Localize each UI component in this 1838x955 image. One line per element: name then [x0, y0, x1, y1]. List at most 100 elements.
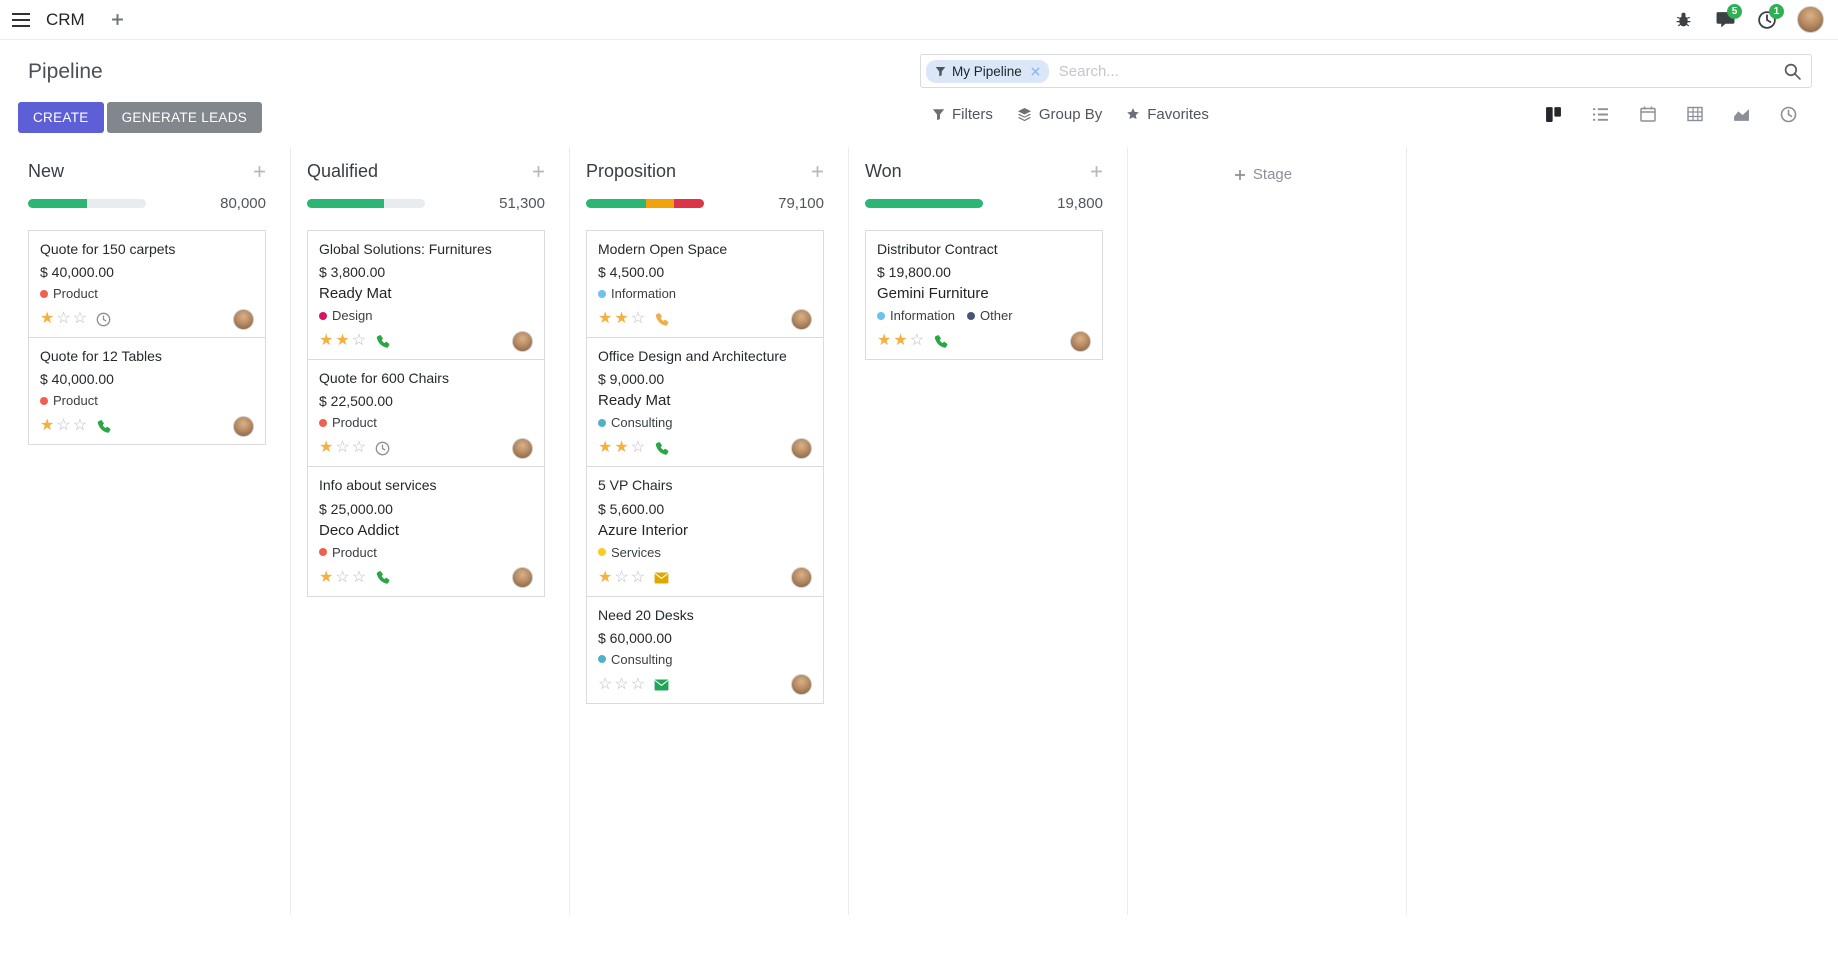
star-empty-icon[interactable]: ☆	[56, 310, 71, 328]
column-progressbar[interactable]	[586, 199, 704, 208]
column-quick-add-button[interactable]	[811, 165, 824, 178]
star-empty-icon[interactable]: ☆	[56, 417, 71, 435]
kanban-card[interactable]: Info about services $ 25,000.00 Deco Add…	[307, 466, 545, 597]
activity-phone-icon[interactable]	[654, 441, 669, 456]
star-filled-icon[interactable]: ★	[40, 310, 55, 328]
star-filled-icon[interactable]: ★	[877, 332, 892, 350]
priority-stars[interactable]: ★ ☆ ☆	[319, 568, 367, 586]
priority-stars[interactable]: ★ ★ ☆	[319, 333, 366, 349]
app-name[interactable]: CRM	[46, 9, 85, 29]
activity-phone-icon[interactable]	[375, 334, 390, 349]
star-filled-icon[interactable]: ★	[598, 310, 613, 328]
search-icon[interactable]	[1784, 63, 1801, 80]
kanban-card[interactable]: Quote for 12 Tables $ 40,000.00 Product …	[28, 337, 266, 446]
star-empty-icon[interactable]: ☆	[909, 332, 925, 350]
star-filled-icon[interactable]: ★	[598, 568, 613, 586]
column-cards: Global Solutions: Furnitures $ 3,800.00 …	[307, 230, 545, 597]
apps-menu-icon[interactable]	[12, 12, 30, 27]
tag-label: Product	[53, 286, 98, 302]
kanban-card[interactable]: Need 20 Desks $ 60,000.00 Consulting ☆ ☆ ☆	[586, 595, 824, 704]
activities-clock-icon[interactable]: 1	[1749, 2, 1785, 38]
star-empty-icon[interactable]: ☆	[598, 675, 613, 693]
group-by-button[interactable]: Group By	[1005, 100, 1114, 129]
card-expected-revenue: $ 19,800.00	[877, 264, 951, 281]
filters-button[interactable]: Filters	[920, 100, 1005, 129]
activity-envelope-icon[interactable]	[654, 572, 669, 584]
star-filled-icon[interactable]: ★	[614, 310, 629, 328]
star-empty-icon[interactable]: ☆	[614, 675, 629, 693]
kanban-card[interactable]: Office Design and Architecture $ 9,000.0…	[586, 337, 824, 468]
add-stage-button[interactable]: Stage	[1228, 165, 1298, 184]
messages-icon[interactable]: 5	[1707, 2, 1743, 38]
view-graph-button[interactable]	[1718, 99, 1765, 129]
activity-envelope-icon[interactable]	[654, 679, 669, 691]
view-list-button[interactable]	[1577, 99, 1624, 129]
priority-stars[interactable]: ★ ☆ ☆	[40, 311, 87, 327]
debug-bug-icon[interactable]	[1665, 2, 1701, 38]
column-expected-revenue: 79,100	[778, 195, 824, 212]
column-quick-add-button[interactable]	[1090, 165, 1103, 178]
salesperson-avatar	[791, 308, 812, 330]
star-filled-icon[interactable]: ★	[893, 332, 908, 350]
search-input[interactable]	[1048, 62, 1784, 80]
column-progressbar[interactable]	[28, 199, 146, 208]
generate-leads-button[interactable]: GENERATE LEADS	[106, 102, 263, 133]
card-partner: Deco Addict	[319, 521, 400, 539]
star-empty-icon[interactable]: ☆	[630, 568, 646, 586]
priority-stars[interactable]: ★ ☆ ☆	[598, 568, 646, 586]
kanban-card[interactable]: Quote for 150 carpets $ 40,000.00 Produc…	[28, 230, 266, 339]
favorites-button[interactable]: Favorites	[1114, 100, 1221, 129]
star-filled-icon[interactable]: ★	[319, 439, 334, 457]
column-progressbar[interactable]	[865, 199, 983, 208]
star-filled-icon[interactable]: ★	[319, 332, 334, 350]
star-empty-icon[interactable]: ☆	[630, 310, 646, 328]
facet-remove-icon[interactable]	[1031, 66, 1040, 76]
star-empty-icon[interactable]: ☆	[351, 332, 367, 350]
star-filled-icon[interactable]: ★	[335, 332, 350, 350]
create-button[interactable]: CREATE	[18, 102, 104, 133]
star-empty-icon[interactable]: ☆	[630, 439, 646, 457]
priority-stars[interactable]: ★ ☆ ☆	[40, 418, 87, 434]
activity-phone-icon[interactable]	[375, 570, 390, 585]
kanban-card[interactable]: Global Solutions: Furnitures $ 3,800.00 …	[307, 230, 545, 361]
navbar-plus-icon[interactable]	[111, 13, 124, 26]
user-avatar[interactable]	[1797, 6, 1824, 33]
salesperson-avatar	[791, 674, 812, 696]
activity-phone-icon[interactable]	[96, 419, 111, 434]
star-empty-icon[interactable]: ☆	[630, 675, 646, 693]
favorites-label: Favorites	[1147, 105, 1209, 123]
view-calendar-button[interactable]	[1624, 99, 1671, 129]
priority-stars[interactable]: ★ ☆ ☆	[319, 440, 366, 456]
column-quick-add-button[interactable]	[532, 165, 545, 178]
priority-stars[interactable]: ★ ★ ☆	[877, 333, 924, 349]
activity-clock-icon[interactable]	[375, 441, 390, 456]
star-filled-icon[interactable]: ★	[598, 439, 613, 457]
activity-phone-icon[interactable]	[933, 334, 948, 349]
star-empty-icon[interactable]: ☆	[335, 568, 350, 586]
view-kanban-button[interactable]	[1530, 99, 1577, 129]
star-filled-icon[interactable]: ★	[614, 439, 629, 457]
star-empty-icon[interactable]: ☆	[335, 439, 350, 457]
kanban-card[interactable]: Distributor Contract $ 19,800.00 Gemini …	[865, 230, 1103, 361]
star-filled-icon[interactable]: ★	[40, 417, 55, 435]
activity-phone-icon[interactable]	[654, 312, 669, 327]
activity-clock-icon[interactable]	[96, 312, 111, 327]
priority-stars[interactable]: ★ ★ ☆	[598, 440, 645, 456]
star-filled-icon[interactable]: ★	[319, 568, 334, 586]
kanban-card[interactable]: Quote for 600 Chairs $ 22,500.00 Product…	[307, 359, 545, 468]
star-empty-icon[interactable]: ☆	[72, 417, 88, 435]
star-empty-icon[interactable]: ☆	[72, 310, 88, 328]
star-empty-icon[interactable]: ☆	[351, 568, 367, 586]
view-activity-button[interactable]	[1765, 99, 1812, 129]
star-empty-icon[interactable]: ☆	[614, 568, 629, 586]
tag-color-dot	[40, 289, 48, 298]
kanban-card[interactable]: 5 VP Chairs $ 5,600.00 Azure Interior Se…	[586, 466, 824, 597]
priority-stars[interactable]: ☆ ☆ ☆	[598, 675, 646, 693]
priority-stars[interactable]: ★ ★ ☆	[598, 311, 645, 327]
view-pivot-button[interactable]	[1671, 99, 1718, 129]
kanban-card[interactable]: Modern Open Space $ 4,500.00 Information…	[586, 230, 824, 339]
tag: Design	[319, 308, 372, 323]
column-quick-add-button[interactable]	[253, 165, 266, 178]
star-empty-icon[interactable]: ☆	[351, 439, 367, 457]
column-progressbar[interactable]	[307, 199, 425, 208]
